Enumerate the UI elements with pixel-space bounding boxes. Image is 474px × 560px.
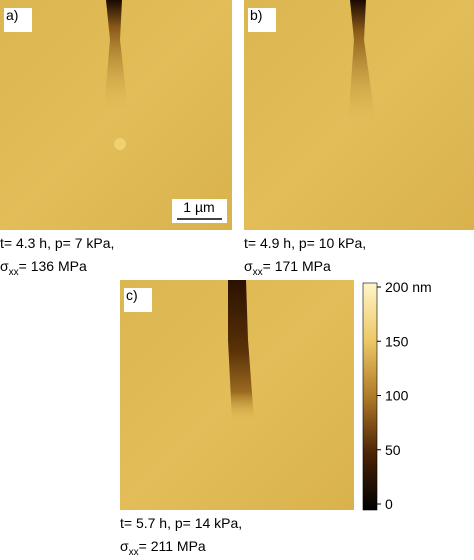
caption: σxx= 211 MPa (120, 538, 206, 558)
caption: σxx= 136 MPa (0, 258, 87, 278)
crack (348, 0, 376, 125)
panel-label: c) (126, 287, 138, 303)
panel-label-box (4, 8, 32, 32)
caption: t= 4.3 h, p= 7 kPa, (0, 235, 114, 251)
particle (114, 138, 126, 150)
colorbar (362, 282, 378, 511)
stress: = 171 MPa (263, 258, 331, 274)
subscript: xx (253, 267, 263, 278)
colorbar-tick-label: 150 (385, 333, 409, 349)
panel-label-box (124, 288, 152, 312)
colorbar-tick-label: 50 (385, 442, 401, 458)
subscript: xx (9, 267, 19, 278)
stress: = 211 MPa (139, 538, 206, 554)
colorbar-tick-label: 200 nm (385, 279, 432, 295)
panel-label: a) (6, 7, 18, 23)
colorbar-tick-label: 100 (385, 388, 409, 404)
sigma: σ (120, 538, 129, 554)
sigma: σ (0, 258, 9, 274)
caption: t= 5.7 h, p= 14 kPa, (120, 515, 242, 531)
crack (104, 0, 128, 110)
panels: 1 µm (0, 0, 474, 511)
scale-bar-label: 1 µm (183, 199, 214, 215)
sigma: σ (244, 258, 253, 274)
stress: = 136 MPa (19, 258, 87, 274)
crack (228, 280, 254, 420)
subscript: xx (129, 547, 139, 558)
panel-label: b) (250, 7, 262, 23)
colorbar-tick-label: 0 (385, 496, 393, 512)
caption: t= 4.9 h, p= 10 kPa, (244, 235, 366, 251)
caption: σxx= 171 MPa (244, 258, 331, 278)
panel-label-box (248, 8, 276, 32)
